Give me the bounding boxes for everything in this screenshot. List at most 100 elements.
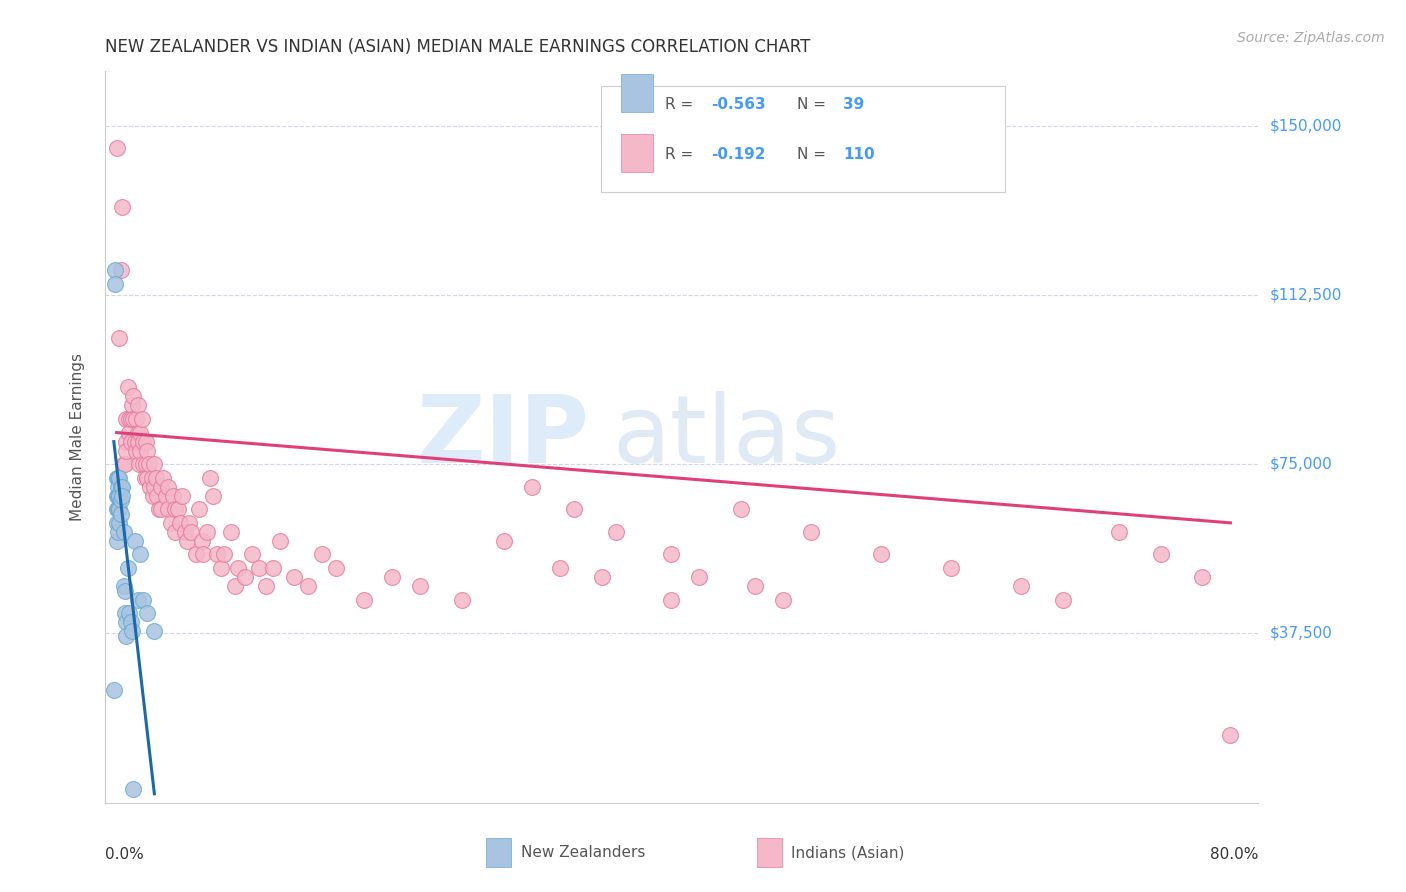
Point bbox=[124, 434, 146, 449]
Point bbox=[174, 524, 197, 539]
Point bbox=[111, 200, 134, 214]
Point bbox=[254, 579, 277, 593]
Point bbox=[202, 489, 225, 503]
Text: -0.563: -0.563 bbox=[711, 97, 765, 112]
Point bbox=[240, 548, 263, 562]
Text: New Zealanders: New Zealanders bbox=[520, 845, 645, 860]
Point bbox=[128, 457, 150, 471]
Point bbox=[1052, 592, 1074, 607]
Point bbox=[176, 533, 198, 548]
Point bbox=[1191, 570, 1213, 584]
Text: Indians (Asian): Indians (Asian) bbox=[792, 845, 905, 860]
FancyBboxPatch shape bbox=[756, 838, 782, 867]
Point bbox=[120, 615, 142, 630]
Point bbox=[118, 606, 141, 620]
Point bbox=[143, 624, 166, 639]
Point bbox=[212, 548, 235, 562]
Point bbox=[219, 524, 242, 539]
Point bbox=[111, 480, 134, 494]
Point bbox=[114, 583, 136, 598]
Text: 80.0%: 80.0% bbox=[1211, 847, 1258, 862]
Point bbox=[688, 570, 710, 584]
Point bbox=[129, 425, 152, 440]
Point bbox=[115, 629, 138, 643]
Point bbox=[115, 412, 138, 426]
Point bbox=[108, 471, 131, 485]
Point bbox=[353, 592, 375, 607]
Point bbox=[186, 548, 208, 562]
Text: R =: R = bbox=[665, 146, 697, 161]
Point bbox=[141, 471, 163, 485]
Point bbox=[283, 570, 305, 584]
FancyBboxPatch shape bbox=[621, 74, 654, 112]
Point bbox=[200, 471, 222, 485]
Point bbox=[112, 524, 135, 539]
Point bbox=[129, 443, 152, 458]
Point bbox=[115, 443, 138, 458]
Point bbox=[110, 263, 132, 277]
Point bbox=[197, 524, 219, 539]
Point bbox=[520, 480, 543, 494]
Point bbox=[132, 434, 155, 449]
Point bbox=[591, 570, 613, 584]
Text: $150,000: $150,000 bbox=[1270, 118, 1341, 133]
Point bbox=[112, 579, 135, 593]
Point bbox=[730, 502, 752, 516]
Point bbox=[188, 502, 211, 516]
Point bbox=[115, 615, 138, 630]
Point bbox=[169, 516, 191, 530]
Point bbox=[131, 412, 153, 426]
FancyBboxPatch shape bbox=[602, 86, 1005, 192]
Point bbox=[122, 389, 145, 403]
Point bbox=[121, 399, 143, 413]
Text: $112,500: $112,500 bbox=[1270, 287, 1341, 302]
Point bbox=[146, 489, 169, 503]
Point bbox=[1010, 579, 1032, 593]
Point bbox=[247, 561, 270, 575]
Point bbox=[103, 682, 125, 697]
Point bbox=[127, 434, 149, 449]
Point bbox=[108, 331, 131, 345]
Point bbox=[114, 457, 136, 471]
Point bbox=[114, 606, 136, 620]
Text: $75,000: $75,000 bbox=[1270, 457, 1333, 472]
Point bbox=[562, 502, 585, 516]
Point bbox=[135, 434, 157, 449]
Point bbox=[110, 493, 132, 508]
Point bbox=[193, 548, 215, 562]
Point bbox=[112, 457, 135, 471]
Point bbox=[105, 533, 128, 548]
Point bbox=[939, 561, 962, 575]
Point bbox=[105, 502, 128, 516]
Point bbox=[492, 533, 515, 548]
Y-axis label: Median Male Earnings: Median Male Earnings bbox=[70, 353, 84, 521]
Point bbox=[121, 624, 143, 639]
Point bbox=[605, 524, 627, 539]
Point bbox=[108, 489, 131, 503]
Point bbox=[162, 489, 184, 503]
Point bbox=[104, 263, 127, 277]
Point bbox=[152, 471, 174, 485]
Point bbox=[105, 471, 128, 485]
Text: 0.0%: 0.0% bbox=[105, 847, 145, 862]
Point bbox=[157, 480, 180, 494]
Point bbox=[1108, 524, 1130, 539]
FancyBboxPatch shape bbox=[486, 838, 512, 867]
Point bbox=[172, 489, 194, 503]
Point bbox=[108, 502, 131, 516]
Point bbox=[122, 412, 145, 426]
Point bbox=[450, 592, 472, 607]
Point bbox=[145, 471, 167, 485]
Point bbox=[179, 516, 201, 530]
Point bbox=[107, 489, 129, 503]
Text: -0.192: -0.192 bbox=[711, 146, 765, 161]
Point bbox=[107, 471, 129, 485]
Point bbox=[110, 507, 132, 521]
Point bbox=[209, 561, 232, 575]
Point bbox=[269, 533, 291, 548]
Point bbox=[160, 516, 183, 530]
Point bbox=[142, 489, 165, 503]
Point bbox=[226, 561, 249, 575]
Point bbox=[132, 592, 155, 607]
Point bbox=[191, 533, 214, 548]
